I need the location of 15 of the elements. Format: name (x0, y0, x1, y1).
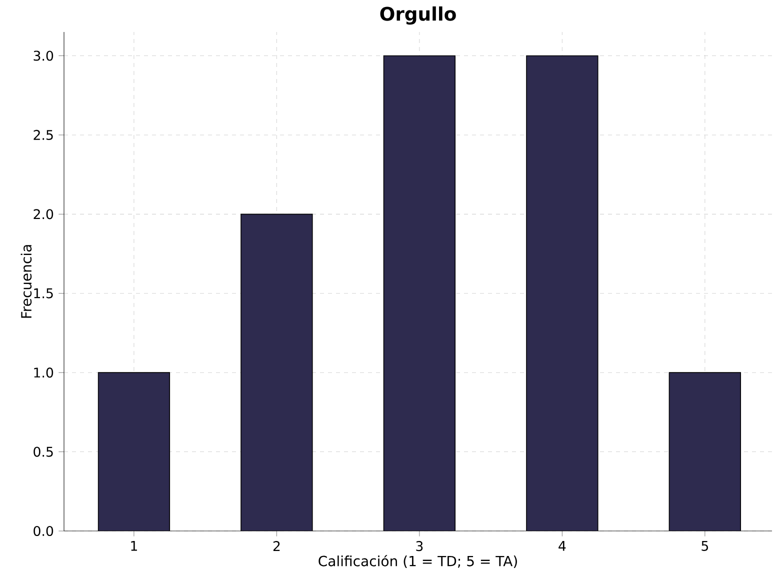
y-tick-label: 2.5 (34, 130, 53, 140)
x-tick-label: 4 (558, 541, 566, 551)
x-tick-label: 5 (702, 541, 708, 551)
y-tick-label: 0.0 (34, 526, 54, 536)
x-tick-label: 1 (131, 541, 137, 551)
y-tick-label: 2.0 (34, 209, 54, 220)
x-axis-title: Calificación (1 = TD; 5 = TA) (318, 554, 517, 568)
y-tick-label: 0.5 (34, 446, 53, 457)
y-tick-label: 1.5 (34, 288, 53, 298)
x-tick-label: 2 (273, 541, 280, 551)
y-tick-label: 1.0 (34, 368, 54, 378)
y-axis-title: Frecuencia (20, 245, 32, 318)
chart-title: Orgullo (380, 6, 456, 25)
x-tick-label: 3 (416, 541, 423, 552)
y-tick-label: 3.0 (34, 50, 54, 61)
